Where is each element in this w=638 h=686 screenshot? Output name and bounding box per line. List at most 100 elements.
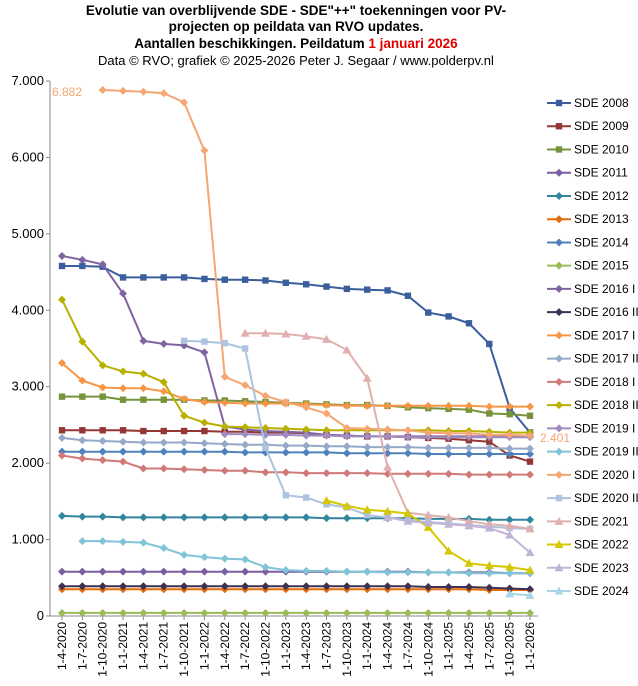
marker <box>200 439 209 448</box>
marker <box>119 289 128 298</box>
marker <box>424 469 433 478</box>
marker <box>119 582 128 591</box>
marker <box>260 328 270 337</box>
marker <box>241 582 250 591</box>
marker <box>98 608 107 617</box>
marker <box>180 427 188 435</box>
marker <box>342 442 351 451</box>
marker <box>464 516 474 525</box>
marker <box>200 146 209 155</box>
marker <box>526 412 534 419</box>
legend-label: SDE 2013 <box>574 212 629 226</box>
marker <box>485 449 494 458</box>
marker <box>78 537 87 546</box>
marker <box>180 274 188 281</box>
marker <box>322 409 331 418</box>
marker <box>139 582 148 591</box>
legend-label: SDE 2016 II <box>574 305 638 319</box>
marker <box>526 585 534 594</box>
marker <box>261 567 270 576</box>
marker <box>555 261 563 270</box>
marker <box>322 496 332 505</box>
marker <box>554 563 564 572</box>
marker <box>505 530 515 539</box>
marker <box>160 274 167 281</box>
legend-label: SDE 2009 <box>574 119 629 133</box>
marker <box>403 449 412 458</box>
marker <box>444 401 453 410</box>
x-tick-label: 1-10-2022 <box>258 622 272 677</box>
marker <box>322 514 331 523</box>
x-tick-label: 1-4-2025 <box>462 622 476 670</box>
marker <box>281 468 290 477</box>
marker <box>98 383 107 392</box>
marker <box>139 608 148 617</box>
marker <box>555 494 563 502</box>
marker <box>425 309 432 316</box>
marker <box>554 516 564 525</box>
marker <box>444 443 453 452</box>
x-tick-label: 1-7-2020 <box>75 622 89 670</box>
marker <box>159 378 168 387</box>
marker <box>200 567 209 576</box>
marker <box>302 403 311 412</box>
marker <box>79 427 86 434</box>
marker <box>423 518 433 527</box>
marker <box>322 582 331 591</box>
marker <box>241 448 250 457</box>
marker <box>241 466 250 475</box>
marker <box>526 608 534 617</box>
chart-title: Aantallen beschikkingen. Peildatum <box>134 36 364 51</box>
marker <box>342 469 351 478</box>
marker <box>383 608 392 617</box>
marker <box>444 582 453 591</box>
x-tick-label: 1-1-2024 <box>360 622 374 670</box>
marker <box>139 513 148 522</box>
marker <box>240 328 250 337</box>
marker <box>180 411 189 420</box>
marker <box>403 433 412 442</box>
marker <box>78 436 87 445</box>
y-tick-label: 3.000 <box>11 379 44 394</box>
x-tick-label: 1-10-2023 <box>340 622 354 677</box>
marker <box>424 428 433 437</box>
marker <box>200 398 209 406</box>
marker <box>403 608 412 617</box>
legend-label: SDE 2019 II <box>574 445 638 459</box>
marker <box>363 608 372 617</box>
y-tick-label: 4.000 <box>11 302 44 317</box>
marker <box>485 470 494 479</box>
legend-label: SDE 2017 I <box>574 328 635 342</box>
marker <box>302 582 311 591</box>
marker <box>98 361 107 370</box>
marker <box>403 516 413 525</box>
marker <box>465 320 473 327</box>
marker <box>423 510 433 519</box>
x-tick-label: 1-7-2025 <box>482 622 496 670</box>
marker <box>444 512 454 521</box>
marker <box>526 402 534 411</box>
marker <box>78 608 87 617</box>
x-tick-label: 1-4-2021 <box>136 622 150 670</box>
marker <box>221 276 228 283</box>
marker <box>486 410 493 417</box>
y-tick-label: 1.000 <box>11 532 44 547</box>
y-tick-label: 2.000 <box>11 455 44 470</box>
marker <box>281 448 290 457</box>
marker <box>555 191 563 200</box>
marker <box>464 443 473 452</box>
marker <box>342 582 351 591</box>
marker <box>139 369 148 378</box>
marker <box>281 513 290 522</box>
marker <box>555 146 563 153</box>
marker <box>485 569 494 578</box>
marker <box>464 569 473 578</box>
marker <box>139 438 148 447</box>
marker <box>99 393 106 400</box>
marker <box>403 426 412 435</box>
marker <box>221 339 228 347</box>
marker <box>302 566 311 575</box>
y-tick-label: 6.000 <box>11 149 44 164</box>
marker <box>282 492 290 499</box>
marker <box>383 462 393 471</box>
